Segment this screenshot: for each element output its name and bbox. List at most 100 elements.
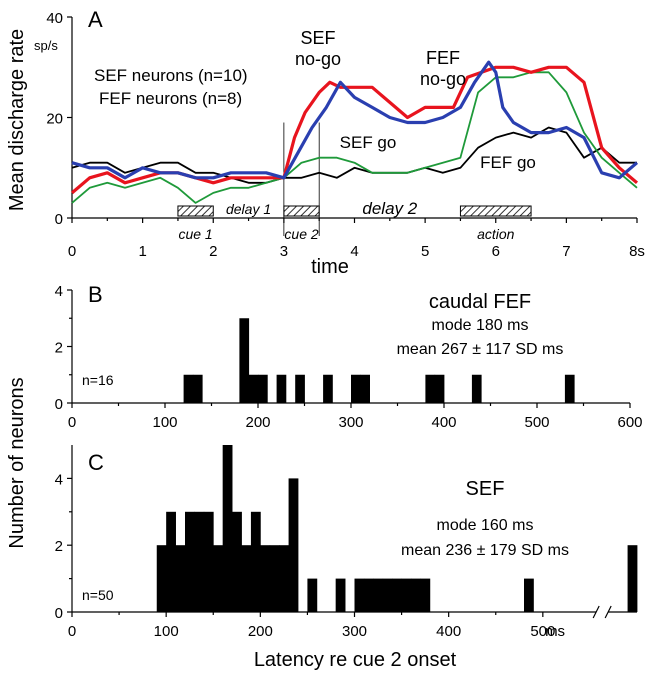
- panel-c-bar: [307, 578, 318, 612]
- panel-c-letter: C: [88, 450, 104, 475]
- panel-b-bar: [351, 374, 361, 403]
- panel-c-bar: [166, 511, 176, 612]
- panel-b-n: n=16: [82, 372, 114, 388]
- y-axis-label-rate: Mean discharge rate: [6, 29, 28, 211]
- panel-b-y-tick-label: 0: [55, 396, 63, 413]
- panel-c-bars: [156, 445, 638, 612]
- panel-a-axes: 0 20 40 0 1 2 3 4 5 6 7 8s: [46, 10, 645, 260]
- y-axis-label-count: Number of neurons: [6, 377, 28, 548]
- panel-c-x-tick-label: 0: [68, 623, 76, 640]
- panel-a-x-tick-label: 3: [280, 243, 288, 260]
- panel-c-bar: [269, 545, 280, 612]
- panel-a-x-tick-label: 1: [138, 243, 146, 260]
- panel-c-bar: [420, 578, 431, 612]
- panel-a-chart: A sp/s SEF neurons (n=10) FEF neurons (n…: [34, 7, 645, 278]
- panel-a-series-label: FEF: [426, 48, 460, 68]
- panel-b-bar: [323, 374, 333, 403]
- panel-c-bar: [222, 445, 233, 612]
- panel-c-bar: [213, 545, 224, 612]
- panel-c-bar: [354, 578, 365, 612]
- panel-c-bar: [203, 511, 214, 612]
- panel-a-y-tick-label: 20: [46, 111, 63, 128]
- panel-c-bar: [260, 545, 271, 612]
- panel-a-series-label: SEF: [300, 28, 335, 48]
- panel-c-bar: [373, 578, 384, 612]
- panel-c-x-tick-label: 100: [154, 623, 179, 640]
- panel-c-bar: [392, 578, 402, 612]
- panel-a-epoch-label: delay 1: [226, 201, 271, 217]
- panel-a-x-axis-label: time: [311, 256, 349, 278]
- panel-b-bars: [183, 318, 575, 403]
- panel-c-bar: [363, 578, 374, 612]
- panel-a-y-tick-label: 0: [55, 211, 63, 228]
- panel-a-epoch-bar: [459, 205, 532, 217]
- panel-c-x-tick-label: 400: [436, 623, 461, 640]
- panel-b-bar: [258, 374, 268, 403]
- panel-b-x-tick-label: 300: [338, 414, 363, 431]
- panel-a-series-label: FEF go: [480, 153, 536, 172]
- panel-c-mean: mean 236 ± 179 SD ms: [401, 542, 569, 559]
- panel-c-bar: [627, 545, 638, 612]
- panel-b-y-tick-label: 2: [55, 340, 63, 357]
- panel-b-bar: [360, 374, 370, 403]
- panel-a-line-sef-go: [71, 71, 638, 204]
- panel-b-x-tick-label: 400: [431, 414, 456, 431]
- panel-c-bar: [194, 511, 205, 612]
- panel-b-bar: [192, 374, 203, 403]
- panel-a-x-tick-label: 5: [421, 243, 429, 260]
- panel-a-x-tick-label: 8s: [629, 243, 645, 260]
- panel-a-x-tick-label: 7: [562, 243, 570, 260]
- panel-b-bar: [425, 374, 436, 403]
- panel-a-line-fef-nogo: [71, 60, 639, 180]
- panel-a-series-label: no-go: [295, 49, 341, 69]
- panel-a-line-fef-go: [71, 126, 637, 184]
- panel-a-x-tick-label: 6: [492, 243, 500, 260]
- panel-c-bar: [411, 578, 421, 612]
- panel-b-bar: [471, 374, 482, 403]
- panel-b-x-tick-label: 500: [524, 414, 549, 431]
- panel-c-title: SEF: [466, 478, 505, 500]
- panel-a-series-label: no-go: [420, 69, 466, 89]
- panel-c-bar: [401, 578, 412, 612]
- panel-b-title: caudal FEF: [429, 291, 531, 313]
- panel-a-epoch-label: delay 2: [362, 199, 417, 218]
- panel-b-mode: mode 180 ms: [432, 317, 529, 334]
- panel-c-mode: mode 160 ms: [437, 517, 534, 534]
- panel-b-y-tick-label: 4: [55, 283, 63, 300]
- panel-b-bar: [276, 374, 287, 403]
- panel-c-x-break-label: ms: [545, 623, 565, 640]
- panel-c-bar: [279, 545, 289, 612]
- panel-a-epoch-bar: [177, 205, 214, 217]
- panel-a-legend-line-1: SEF neurons (n=10): [94, 66, 248, 85]
- panel-a-letter: A: [88, 7, 103, 32]
- panel-c-y-tick-label: 4: [55, 471, 63, 488]
- panel-c-bar: [156, 545, 167, 612]
- panel-c-bar: [288, 478, 299, 612]
- panel-c-x-tick-label: 500: [530, 623, 555, 640]
- panel-a-unit: sp/s: [34, 38, 58, 53]
- panel-b-mean: mean 267 ± 117 SD ms: [397, 341, 564, 358]
- panel-b-letter: B: [88, 282, 103, 307]
- panel-b-bar: [248, 374, 259, 403]
- panel-a-x-tick-label: 4: [350, 243, 358, 260]
- panel-c-bar: [524, 578, 534, 612]
- panel-a-y-tick-label: 40: [46, 10, 63, 27]
- panel-b-x-tick-label: 100: [152, 414, 177, 431]
- panel-a-epoch-label: cue 2: [284, 226, 318, 242]
- panel-c-x-tick-label: 200: [248, 623, 273, 640]
- panel-c-y-tick-label: 0: [55, 605, 63, 622]
- panel-b-x-tick-label: 0: [68, 414, 76, 431]
- panel-b-bar: [434, 374, 445, 403]
- panel-a-epoch-label: cue 1: [178, 226, 212, 242]
- panel-b-chart: B caudal FEF mode 180 ms mean 267 ± 117 …: [55, 282, 643, 431]
- panel-a-legend-line-2: FEF neurons (n=8): [99, 89, 242, 108]
- panel-a-x-tick-label: 0: [68, 243, 76, 260]
- panel-b-bar: [295, 374, 305, 403]
- panel-c-chart: C SEF mode 160 ms mean 236 ± 179 SD ms n…: [55, 445, 638, 671]
- panel-c-n: n=50: [82, 587, 114, 603]
- panel-b-x-tick-label: 600: [617, 414, 642, 431]
- panel-c-x-tick-label: 300: [342, 623, 367, 640]
- panel-c-y-tick-label: 2: [55, 538, 63, 555]
